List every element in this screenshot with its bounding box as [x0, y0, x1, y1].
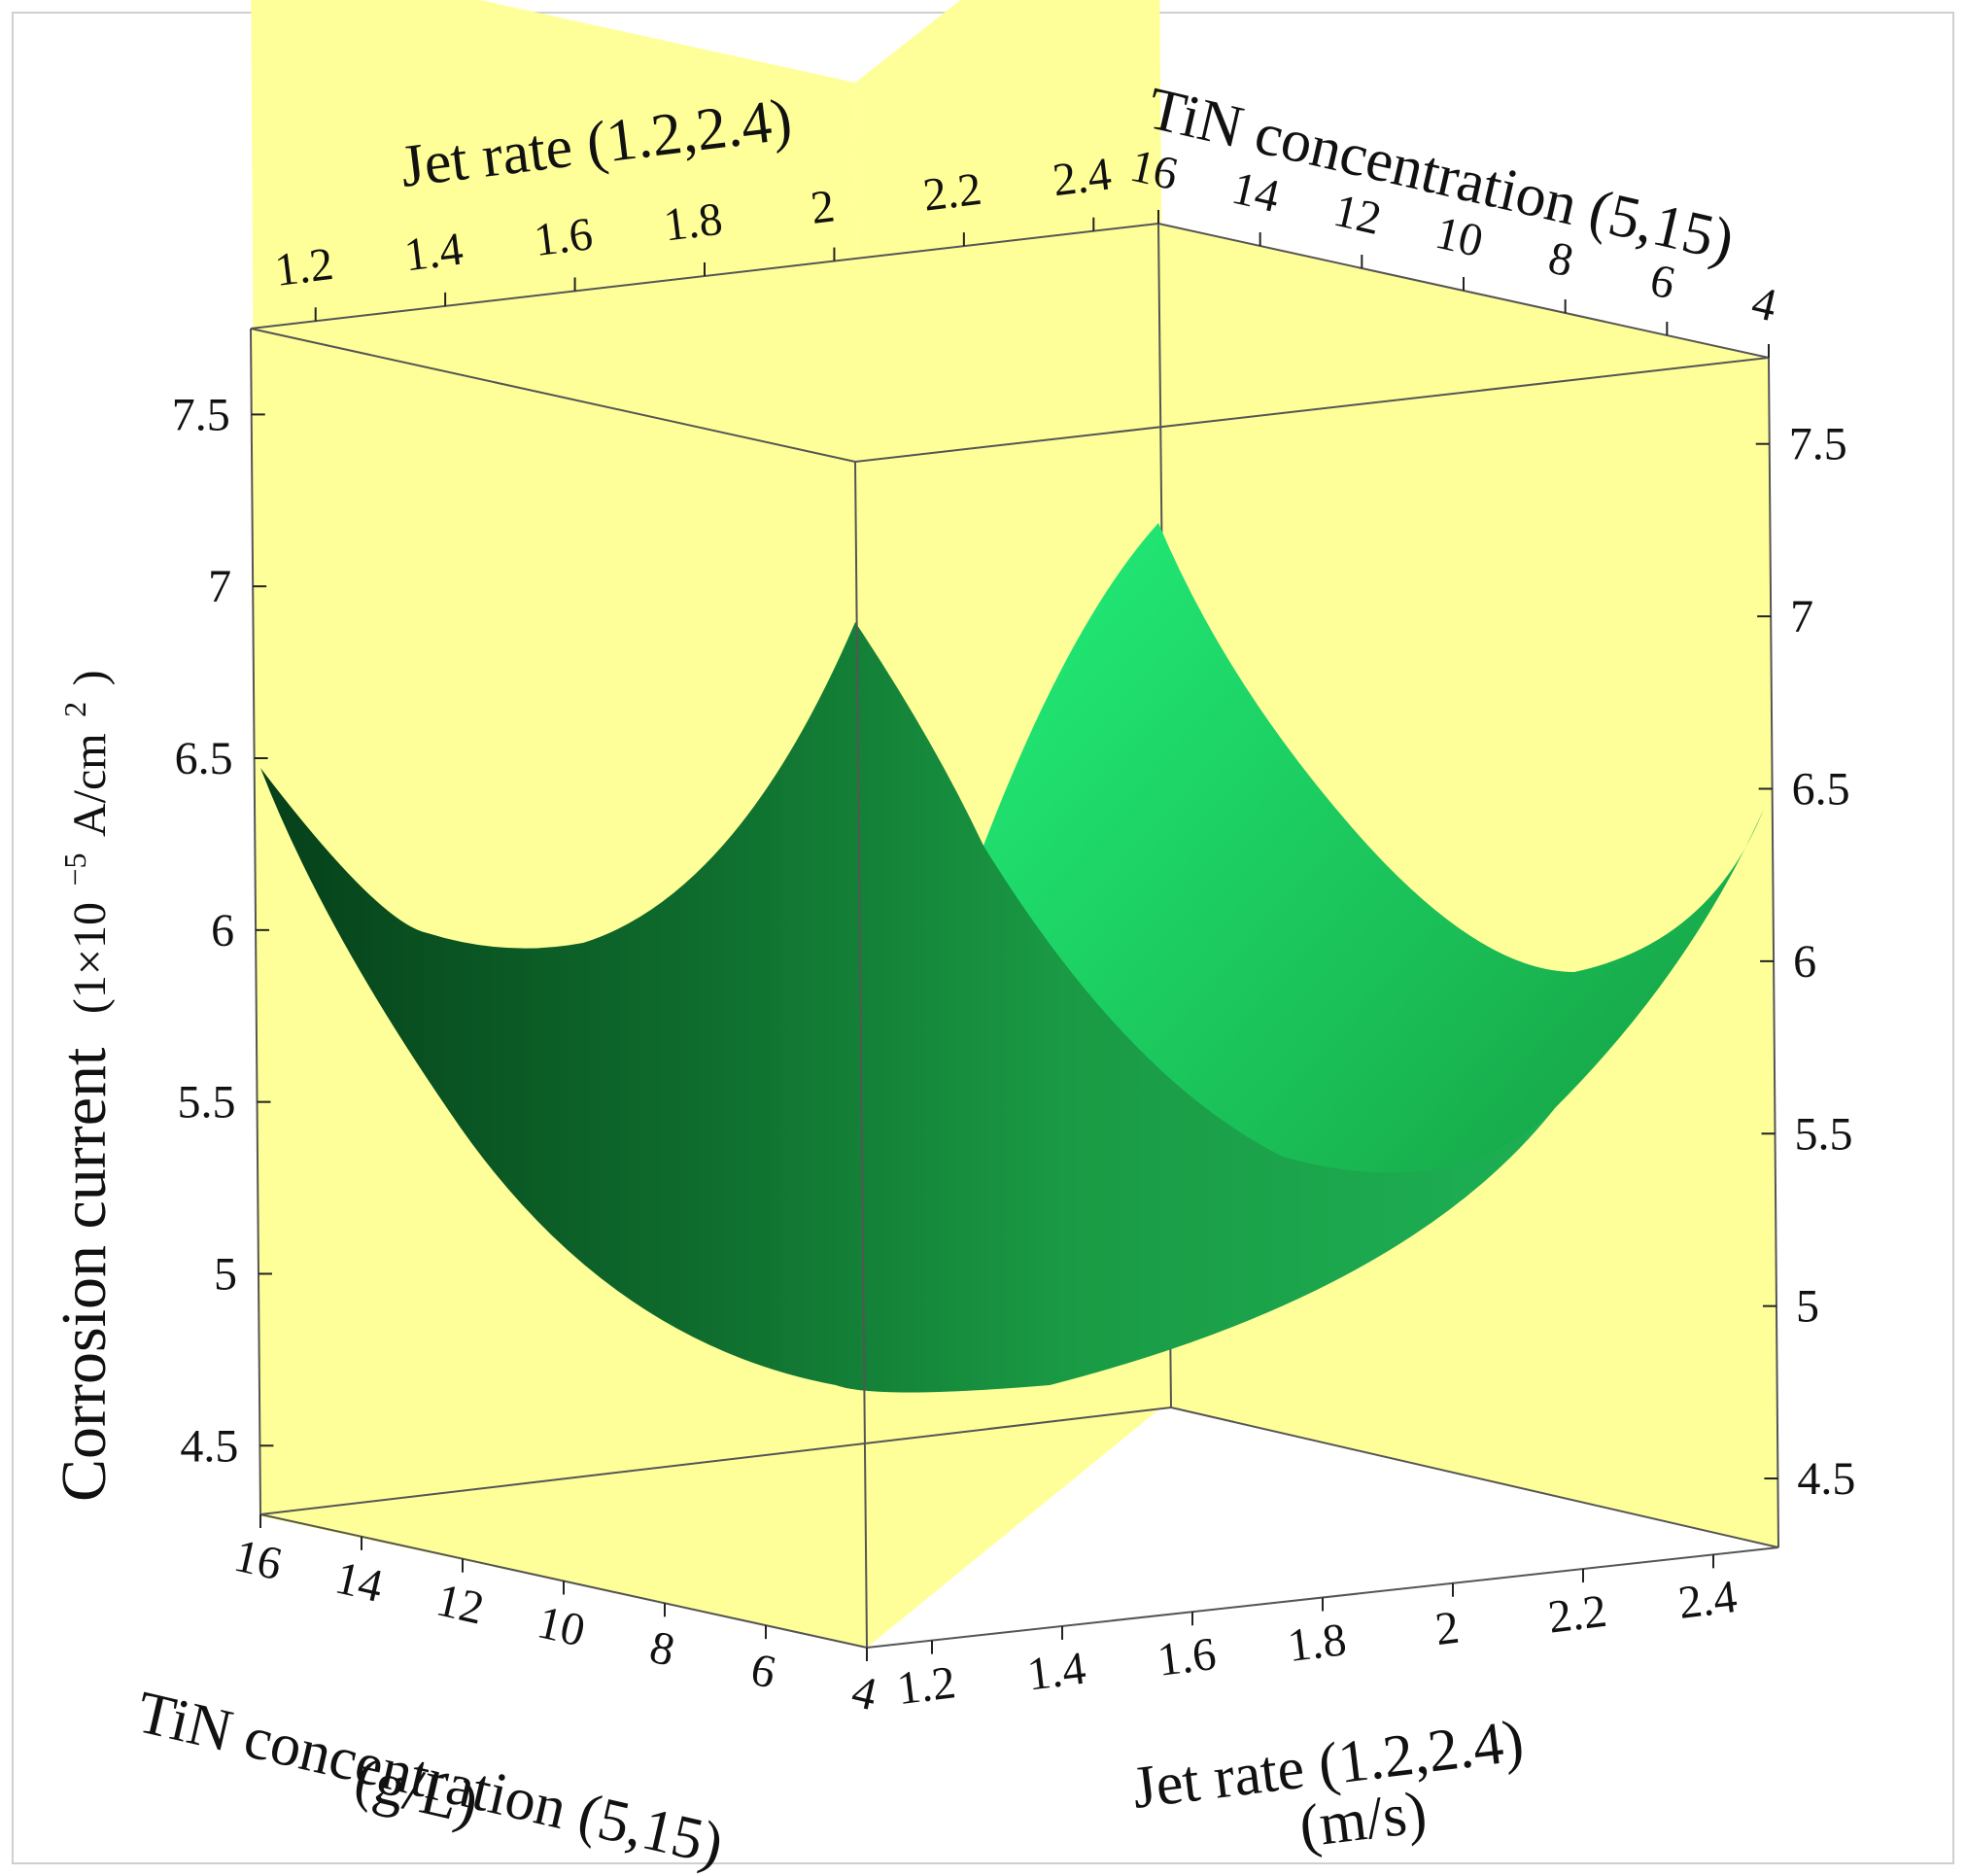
- top-front-left-edge: [250, 328, 856, 463]
- top-jet-rate-tick-label: 1.2: [272, 238, 336, 296]
- bottom-tin-tick-label: 10: [533, 1596, 590, 1656]
- bottom-jet-rate-tick-label: 2: [1432, 1602, 1462, 1656]
- right-z-tick-label: 7: [1790, 591, 1813, 643]
- bottom-tin-tick-label: 6: [746, 1644, 780, 1699]
- top-jet-rate-tick-label: 1.8: [661, 193, 725, 252]
- z-axis-unit-mid: A/cm: [64, 733, 116, 837]
- bottom-jet-rate-tick-label: 1.4: [1024, 1643, 1088, 1701]
- top-tin-tick-label: 16: [1125, 140, 1183, 200]
- top-jet-rate-tick-label: 2.4: [1050, 148, 1114, 206]
- right-z-tick-label: 4.5: [1797, 1453, 1855, 1505]
- left-z-tick-label: 6.5: [175, 733, 233, 784]
- z-axis-label: Corrosion current: [49, 1048, 120, 1502]
- z-axis-unit-exponent: −5: [57, 853, 92, 886]
- bottom-tin-tick-label: 16: [229, 1530, 287, 1590]
- bottom-tin-tick-label: 8: [645, 1621, 679, 1677]
- z-axis-unit-power: 2: [57, 702, 92, 717]
- response-surface: [260, 523, 1764, 1393]
- top-jet-rate-tick-label: 1.6: [532, 208, 596, 266]
- back-bottom-left-edge: [259, 1407, 1172, 1515]
- right-z-tick-label: 5.5: [1795, 1108, 1853, 1160]
- left-z-tick-label: 4.5: [180, 1420, 238, 1472]
- bottom-tin-ticks: 16 14 12 10 8 6 4: [229, 1514, 881, 1720]
- right-vertical-edge: [1768, 357, 1779, 1548]
- svg-text:Corrosion current (1×1: Corrosion current (1×10 −5 A/cm 2 ): [29, 670, 120, 1502]
- back-bottom-right-edge: [1170, 1407, 1779, 1548]
- bottom-jet-rate-tick-label: 2.2: [1545, 1585, 1609, 1644]
- right-z-tick-label: 5: [1796, 1281, 1819, 1333]
- bottom-jet-rate-unit: (m/s): [1295, 1779, 1430, 1859]
- right-z-tick-label: 6.5: [1792, 763, 1850, 815]
- bottom-jet-rate-ticks: 1.2 1.4 1.6 1.8 2 2.2 2.4: [894, 1554, 1740, 1715]
- left-z-tick-label: 7.5: [172, 389, 230, 440]
- top-tin-tick-label: 14: [1227, 162, 1285, 223]
- top-tin-tick-label: 4: [1747, 276, 1781, 331]
- right-z-tick-label: 6: [1793, 936, 1816, 988]
- left-vertical-edge: [250, 328, 261, 1515]
- top-jet-rate-tick-label: 1.4: [401, 224, 466, 282]
- bottom-jet-rate-tick-label: 1.2: [894, 1656, 958, 1715]
- top-jet-rate-tick-label: 2.2: [920, 163, 984, 222]
- bottom-tin-tick-label: 12: [431, 1574, 489, 1634]
- top-front-right-edge: [854, 357, 1770, 463]
- bottom-tin-tick-label: 14: [330, 1552, 388, 1613]
- left-z-tick-label: 6: [211, 905, 234, 956]
- left-z-tick-label: 5.5: [178, 1077, 236, 1129]
- top-tin-tick-label: 12: [1328, 185, 1386, 245]
- right-z-tick-label: 7.5: [1789, 419, 1847, 470]
- bottom-jet-rate-tick-label: 1.6: [1155, 1628, 1219, 1686]
- bottom-jet-rate-tick-label: 2.4: [1675, 1571, 1740, 1629]
- bottom-tin-tick-label: 4: [847, 1665, 881, 1720]
- top-jet-rate-ticks: 1.2 1.4 1.6 1.8 2 2.2 2.4: [272, 148, 1114, 322]
- left-z-tick-label: 5: [214, 1248, 237, 1300]
- z-axis-title: Corrosion current (1×10 −5 A/cm 2 ): [29, 670, 120, 1502]
- right-z-ticks: 4.5 5 5.5 6 6.5 7 7.5: [1755, 419, 1855, 1505]
- left-z-ticks: 4.5 5 5.5 6 6.5 7 7.5: [172, 389, 274, 1472]
- front-vertical-edge: [854, 461, 868, 1649]
- z-axis-unit-prefix: (1×10: [64, 902, 116, 1014]
- top-tin-ticks: 16 14 12 10 8 6 4: [1125, 140, 1781, 358]
- top-tin-tick-label: 10: [1431, 207, 1488, 267]
- surface-front-sheet: [260, 622, 1555, 1393]
- top-tin-tick-label: 8: [1543, 231, 1577, 287]
- left-z-tick-label: 7: [208, 561, 231, 612]
- z-axis-unit-suffix: ): [64, 670, 116, 685]
- bottom-jet-rate-tick-label: 1.8: [1285, 1614, 1349, 1672]
